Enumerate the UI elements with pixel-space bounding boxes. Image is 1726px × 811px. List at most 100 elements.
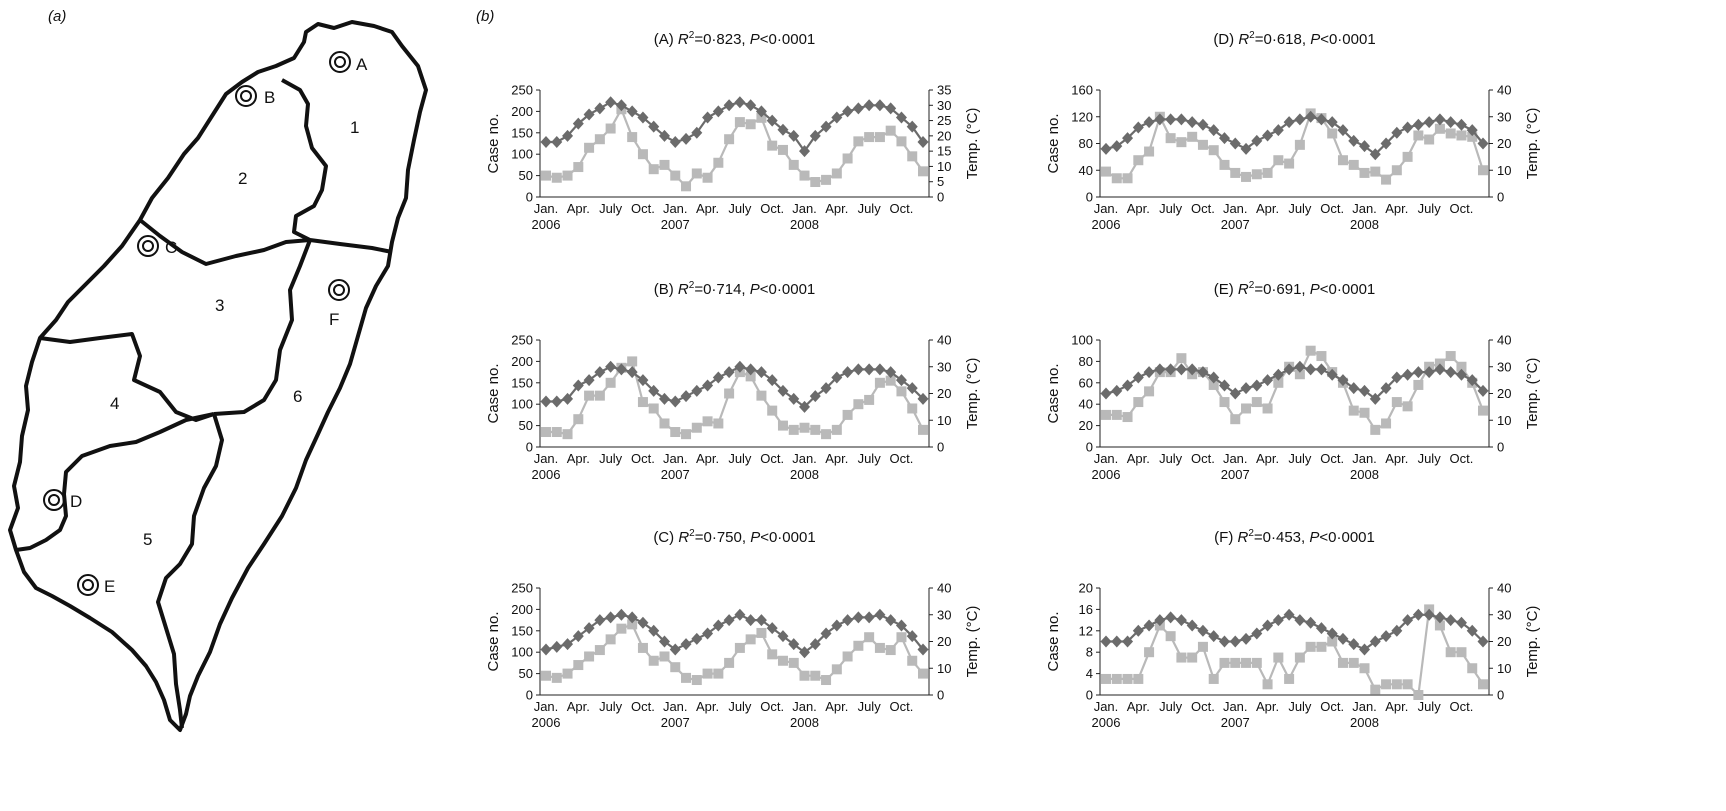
- year-label: 2006: [532, 217, 561, 232]
- case-point: [691, 168, 702, 179]
- case-point: [1208, 673, 1219, 684]
- case-point: [659, 159, 670, 170]
- temperature-point: [777, 123, 789, 136]
- case-point: [1359, 167, 1370, 178]
- y-tick-label: 200: [511, 354, 533, 369]
- temperature-point: [1229, 635, 1241, 648]
- case-point: [1122, 673, 1133, 684]
- temperature-point: [777, 384, 789, 397]
- case-point: [1262, 403, 1273, 414]
- case-point: [907, 403, 918, 414]
- temperature-point: [1186, 116, 1198, 129]
- temperature-point: [615, 363, 627, 376]
- case-point: [1230, 414, 1241, 425]
- case-point: [821, 675, 832, 686]
- case-point: [767, 140, 778, 151]
- case-point: [918, 668, 928, 679]
- case-point: [810, 177, 821, 188]
- y-tick-label: 4: [1086, 666, 1093, 681]
- case-point: [702, 416, 713, 427]
- site-label-E: E: [104, 577, 115, 596]
- case-point: [842, 153, 853, 164]
- y2-tick-label: 20: [937, 128, 951, 143]
- temperature-point: [1122, 379, 1134, 392]
- y2-tick-label: 10: [937, 159, 951, 174]
- y-tick-label: 250: [511, 83, 533, 98]
- year-label: 2006: [1092, 217, 1121, 232]
- temperature-point: [1229, 387, 1241, 400]
- y-tick-label: 0: [1086, 688, 1093, 703]
- temperature-point: [1455, 118, 1467, 131]
- case-point: [1424, 134, 1435, 145]
- temperature-point: [1229, 137, 1241, 150]
- temperature-point: [1208, 124, 1220, 137]
- temperature-point: [1240, 632, 1252, 645]
- site-marker-B: [235, 85, 257, 107]
- temperature-point: [1208, 371, 1220, 384]
- temperature-point: [831, 619, 843, 632]
- chart-title: (F) R2=0·453, P<0·0001: [1214, 528, 1375, 546]
- site-label-A: A: [356, 55, 368, 74]
- temperature-point: [766, 622, 778, 635]
- y-tick-label: 120: [1071, 109, 1093, 124]
- case-point: [777, 144, 788, 155]
- temperature-point: [637, 616, 649, 629]
- temperature-point: [669, 395, 681, 408]
- temperature-point: [1283, 608, 1295, 621]
- y2-tick-label: 25: [937, 113, 951, 128]
- case-point: [1208, 145, 1219, 156]
- case-point: [1187, 131, 1198, 142]
- temperature-point: [669, 135, 681, 148]
- y2-tick-label: 20: [937, 634, 951, 649]
- case-point: [1467, 663, 1478, 674]
- x-tick-label: July: [1159, 699, 1183, 714]
- case-point: [745, 371, 756, 382]
- y2-axis-title: Temp. (°C): [1524, 606, 1541, 678]
- case-point: [1122, 412, 1133, 423]
- case-point: [1381, 418, 1392, 429]
- case-point: [573, 660, 584, 671]
- region-label-1: 1: [350, 118, 359, 137]
- chart-title: (D) R2=0·618, P<0·0001: [1213, 30, 1375, 48]
- y2-tick-label: 40: [1497, 83, 1511, 98]
- temperature-point: [605, 611, 617, 624]
- y2-tick-label: 30: [1497, 109, 1511, 124]
- case-point: [605, 634, 616, 645]
- temperature-point: [777, 630, 789, 643]
- case-point: [1327, 128, 1338, 139]
- temperature-point: [1466, 124, 1478, 137]
- case-point: [1230, 657, 1241, 668]
- case-point: [1284, 158, 1295, 169]
- x-tick-label: Jan.: [534, 451, 559, 466]
- temperature-point: [680, 638, 692, 651]
- temperature-point: [1186, 363, 1198, 376]
- x-tick-label: Apr.: [696, 699, 719, 714]
- chart-title: (A) R2=0·823, P<0·0001: [654, 30, 816, 48]
- y2-tick-label: 0: [1497, 440, 1504, 455]
- temperature-point: [734, 96, 746, 109]
- case-point: [1370, 684, 1381, 695]
- temperature-point: [906, 382, 918, 395]
- temperature-point: [1175, 363, 1187, 376]
- case-point: [788, 424, 799, 435]
- temperature-point: [1326, 627, 1338, 640]
- temperature-point: [1445, 116, 1457, 129]
- x-tick-label: Oct.: [1450, 201, 1474, 216]
- x-tick-label: Apr.: [1385, 201, 1408, 216]
- case-point: [1467, 131, 1478, 142]
- case-point: [573, 414, 584, 425]
- case-point: [1122, 173, 1133, 184]
- y-axis-title: Case no.: [1045, 611, 1062, 671]
- temperature-point: [1402, 368, 1414, 381]
- x-tick-label: Oct.: [631, 451, 655, 466]
- case-point: [756, 112, 767, 123]
- temperature-point: [1455, 368, 1467, 381]
- temperature-point: [1165, 611, 1177, 624]
- case-point: [1413, 379, 1424, 390]
- temperature-point: [572, 117, 584, 130]
- y-tick-label: 20: [1079, 581, 1093, 596]
- temperature-point: [540, 135, 552, 148]
- case-point: [1208, 379, 1219, 390]
- temperature-point: [702, 379, 714, 392]
- temperature-point: [1337, 124, 1349, 137]
